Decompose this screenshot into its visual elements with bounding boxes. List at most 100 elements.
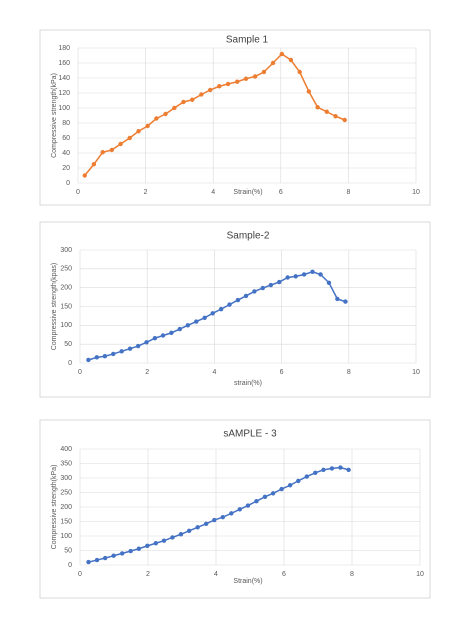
data-point: [318, 272, 323, 277]
data-point: [268, 282, 274, 288]
x-tick-label: 4: [212, 369, 216, 376]
data-point: [270, 60, 276, 66]
y-tick-label: 250: [60, 266, 72, 273]
y-tick-label: 60: [62, 135, 70, 142]
x-tick-label: 2: [145, 369, 149, 376]
data-point: [160, 333, 166, 338]
data-point: [111, 553, 116, 558]
data-point: [279, 51, 285, 57]
data-point: [136, 546, 142, 551]
y-tick-label: 0: [66, 180, 70, 187]
x-tick-label: 2: [144, 189, 148, 196]
data-point: [296, 478, 301, 484]
data-point: [235, 297, 241, 303]
data-point: [163, 111, 168, 117]
data-point: [261, 69, 267, 75]
data-point: [270, 491, 276, 496]
chart-title: sAMPLE - 3: [223, 429, 277, 440]
data-point: [310, 269, 315, 275]
data-point: [128, 548, 133, 554]
data-point: [181, 99, 186, 105]
data-point: [153, 541, 159, 546]
chart-frame: [39, 419, 431, 599]
data-point: [94, 355, 100, 360]
y-axis-label: Compressive strength(kPa): [51, 73, 58, 158]
data-point: [329, 466, 335, 471]
x-axis-label: Strain(%): [233, 578, 262, 585]
x-tick-label: 8: [350, 571, 354, 578]
data-point: [100, 150, 105, 155]
x-tick-label: 10: [412, 189, 420, 196]
y-tick-label: 100: [58, 105, 70, 112]
x-tick-label: 8: [347, 369, 351, 376]
y-tick-label: 100: [60, 533, 72, 540]
y-tick-label: 160: [58, 60, 70, 67]
data-point: [94, 557, 100, 563]
data-point: [172, 105, 177, 111]
y-tick-label: 0: [68, 562, 72, 569]
chart-frame: [39, 221, 431, 398]
x-tick-label: 6: [282, 571, 286, 578]
x-tick-label: 0: [78, 369, 82, 376]
chart-frame: [39, 29, 431, 206]
data-point: [326, 280, 332, 285]
y-tick-label: 100: [60, 322, 72, 329]
chart-title: Sample 1: [226, 35, 269, 46]
y-tick-label: 250: [60, 489, 72, 496]
data-point: [252, 74, 258, 79]
data-point: [218, 306, 224, 312]
data-point: [152, 335, 158, 341]
data-point: [252, 289, 257, 294]
y-tick-label: 20: [62, 165, 70, 172]
data-point: [262, 494, 268, 500]
data-point: [178, 532, 184, 537]
data-point: [203, 521, 209, 527]
data-point: [161, 538, 167, 543]
data-point: [118, 141, 123, 147]
data-point: [170, 535, 175, 540]
data-point: [237, 507, 242, 512]
data-point: [243, 293, 249, 299]
data-point: [195, 525, 200, 530]
data-point: [287, 483, 293, 488]
data-point: [127, 346, 133, 351]
x-axis-label: Strain(%): [233, 189, 262, 196]
data-point: [313, 470, 318, 475]
x-tick-label: 6: [280, 369, 284, 376]
data-point: [304, 474, 309, 479]
data-point: [245, 503, 251, 508]
data-point: [243, 76, 249, 81]
data-point: [254, 499, 259, 504]
y-tick-label: 350: [60, 460, 72, 467]
data-point: [220, 514, 225, 520]
data-point: [279, 486, 284, 492]
data-point: [109, 147, 115, 153]
y-tick-label: 200: [60, 285, 72, 292]
data-point: [145, 543, 150, 549]
y-tick-label: 40: [62, 150, 70, 157]
data-point: [102, 354, 108, 359]
data-point: [333, 114, 338, 119]
data-point: [293, 274, 298, 279]
data-point: [306, 89, 312, 94]
data-point: [343, 299, 348, 304]
x-tick-label: 4: [214, 571, 218, 578]
data-point: [277, 279, 282, 285]
data-point: [338, 465, 343, 470]
data-point: [127, 135, 132, 141]
x-tick-label: 0: [78, 571, 82, 578]
data-point: [91, 162, 97, 167]
data-point: [145, 123, 150, 129]
data-point: [285, 275, 290, 280]
data-point: [342, 117, 347, 123]
data-point: [335, 296, 340, 302]
y-tick-label: 150: [60, 303, 72, 310]
y-tick-label: 50: [64, 341, 72, 348]
x-tick-label: 6: [279, 189, 283, 196]
data-point: [135, 343, 141, 349]
y-tick-label: 300: [60, 247, 72, 254]
data-point: [102, 555, 108, 561]
data-point: [185, 323, 191, 328]
data-point: [212, 517, 217, 523]
data-point: [229, 511, 234, 516]
